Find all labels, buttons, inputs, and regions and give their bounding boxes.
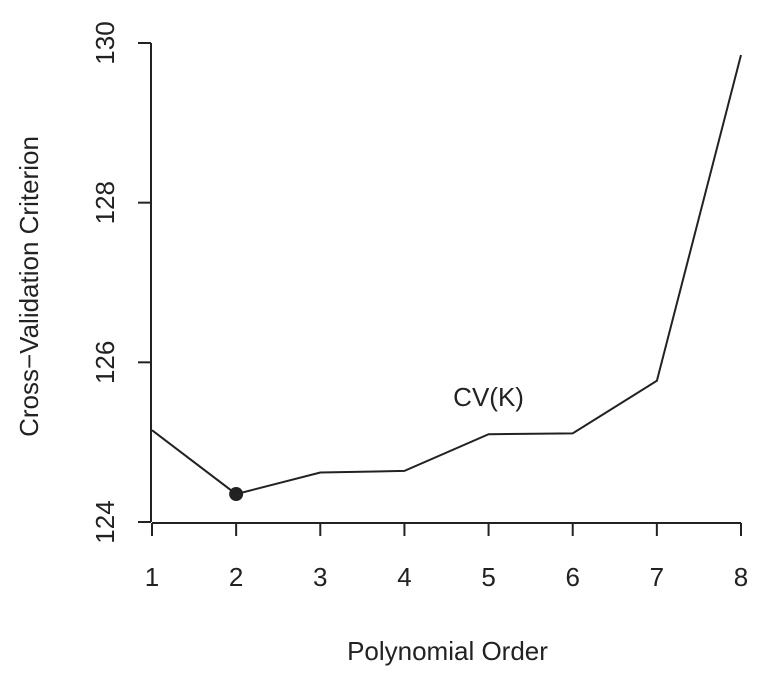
y-tick-label: 128: [90, 181, 120, 224]
x-tick-label: 7: [650, 562, 664, 592]
x-tick-label: 1: [145, 562, 159, 592]
series-line: [151, 54, 742, 496]
y-tick-label: 124: [90, 500, 120, 543]
y-tick-label: 126: [90, 341, 120, 384]
x-ticks: 1 2 3 4 5 6 7 8: [145, 523, 748, 592]
annotation-layer: CV(K): [453, 382, 524, 412]
y-ticks: 124 126 128 130: [90, 21, 151, 544]
y-axis-title: Cross−Validation Criterion: [14, 136, 44, 437]
x-tick-label: 2: [229, 562, 243, 592]
series-annotation-label: CV(K): [453, 382, 524, 412]
y-tick-label: 130: [90, 21, 120, 64]
minimum-point-marker: [229, 487, 244, 502]
x-tick-label: 5: [481, 562, 495, 592]
axes: [150, 43, 741, 524]
x-tick-label: 4: [397, 562, 411, 592]
x-tick-label: 8: [734, 562, 748, 592]
series-layer: [151, 54, 742, 502]
x-tick-label: 6: [565, 562, 579, 592]
x-tick-label: 3: [313, 562, 327, 592]
x-axis-title: Polynomial Order: [347, 636, 548, 666]
